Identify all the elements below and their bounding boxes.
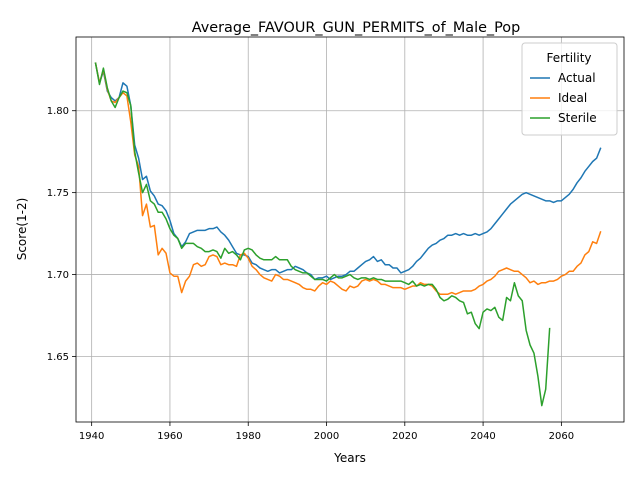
x-tick-label: 2060 [549, 431, 574, 442]
legend-title: Fertility [546, 51, 591, 65]
legend: Fertility Actual Ideal Sterile [521, 42, 618, 136]
x-tick-label: 1980 [236, 431, 261, 442]
y-tick-label: 1.80 [47, 106, 69, 117]
legend-label-ideal: Ideal [558, 91, 587, 105]
series-line-ideal [94, 62, 602, 295]
x-tick-label: 1940 [79, 431, 104, 442]
legend-items: Actual Ideal Sterile [530, 71, 597, 125]
legend-box [521, 42, 618, 136]
y-tick-label: 1.65 [47, 352, 69, 363]
legend-label-sterile: Sterile [558, 111, 597, 125]
plot-area-frame [75, 36, 625, 423]
x-tick-label: 2020 [392, 431, 417, 442]
x-tick-label: 2000 [314, 431, 339, 442]
x-tick-label: 1960 [157, 431, 182, 442]
x-axis-label: Years [333, 451, 366, 465]
y-tick-label: 1.70 [47, 270, 69, 281]
x-tick-label: 2040 [470, 431, 495, 442]
chart-title: Average_FAVOUR_GUN_PERMITS_of_Male_Pop [192, 20, 520, 36]
y-axis-label: Score(1-2) [15, 198, 29, 261]
legend-label-actual: Actual [558, 71, 596, 85]
series-lines [94, 62, 602, 407]
axis-ticks: 1940 1960 1980 2000 2020 2040 2060 1.65 1.70 1.75… [47, 106, 574, 442]
y-tick-label: 1.75 [47, 188, 69, 199]
series-line-sterile [94, 62, 551, 407]
